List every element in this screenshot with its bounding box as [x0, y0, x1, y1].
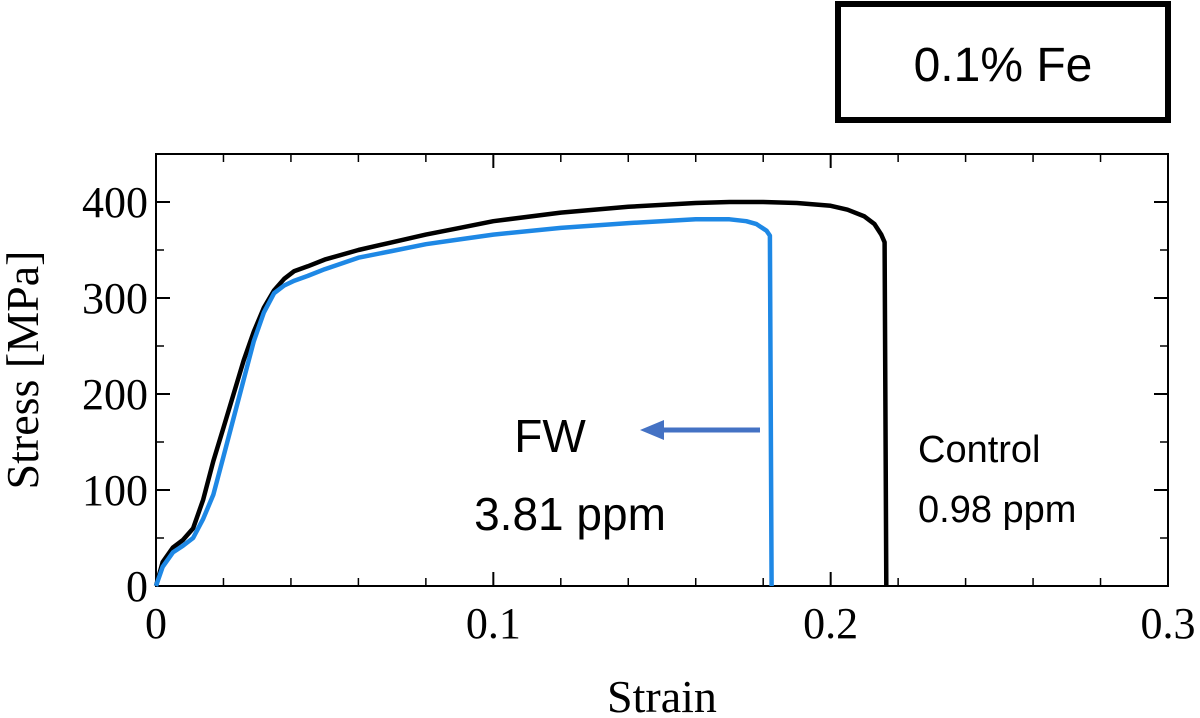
fw-arrow	[640, 420, 760, 440]
x-tick-label: 0.3	[1141, 599, 1196, 648]
y-tick-label: 100	[82, 466, 148, 515]
y-tick-label: 200	[82, 370, 148, 419]
y-axis-title: Stress [MPa]	[0, 251, 48, 490]
fw-label: FW	[514, 410, 586, 462]
inset-label-text: 0.1% Fe	[914, 39, 1093, 92]
y-tick-label: 300	[82, 274, 148, 323]
control-label: Control	[918, 429, 1041, 471]
plot-frame	[155, 153, 1169, 587]
fw-arrow-head	[640, 420, 664, 440]
inset-label-box: 0.1% Fe	[835, 1, 1171, 123]
control-series-line	[153, 199, 889, 587]
x-axis-title: Strain	[607, 671, 717, 718]
x-tick-label: 0	[145, 599, 167, 648]
ticks-layer: 0 0.1 0.2 0.3 0 100 200 300 400	[82, 154, 1196, 648]
x-tick-label: 0.2	[803, 599, 858, 648]
fw-ppm-label: 3.81 ppm	[474, 488, 666, 540]
x-tick-label: 0.1	[466, 599, 521, 648]
y-tick-label: 400	[82, 178, 148, 227]
y-tick-label: 0	[126, 562, 148, 611]
fw-series-line	[153, 217, 774, 587]
inset-label-frame	[835, 1, 1171, 123]
control-ppm-label: 0.98 ppm	[918, 489, 1076, 531]
series-layer	[153, 199, 889, 587]
